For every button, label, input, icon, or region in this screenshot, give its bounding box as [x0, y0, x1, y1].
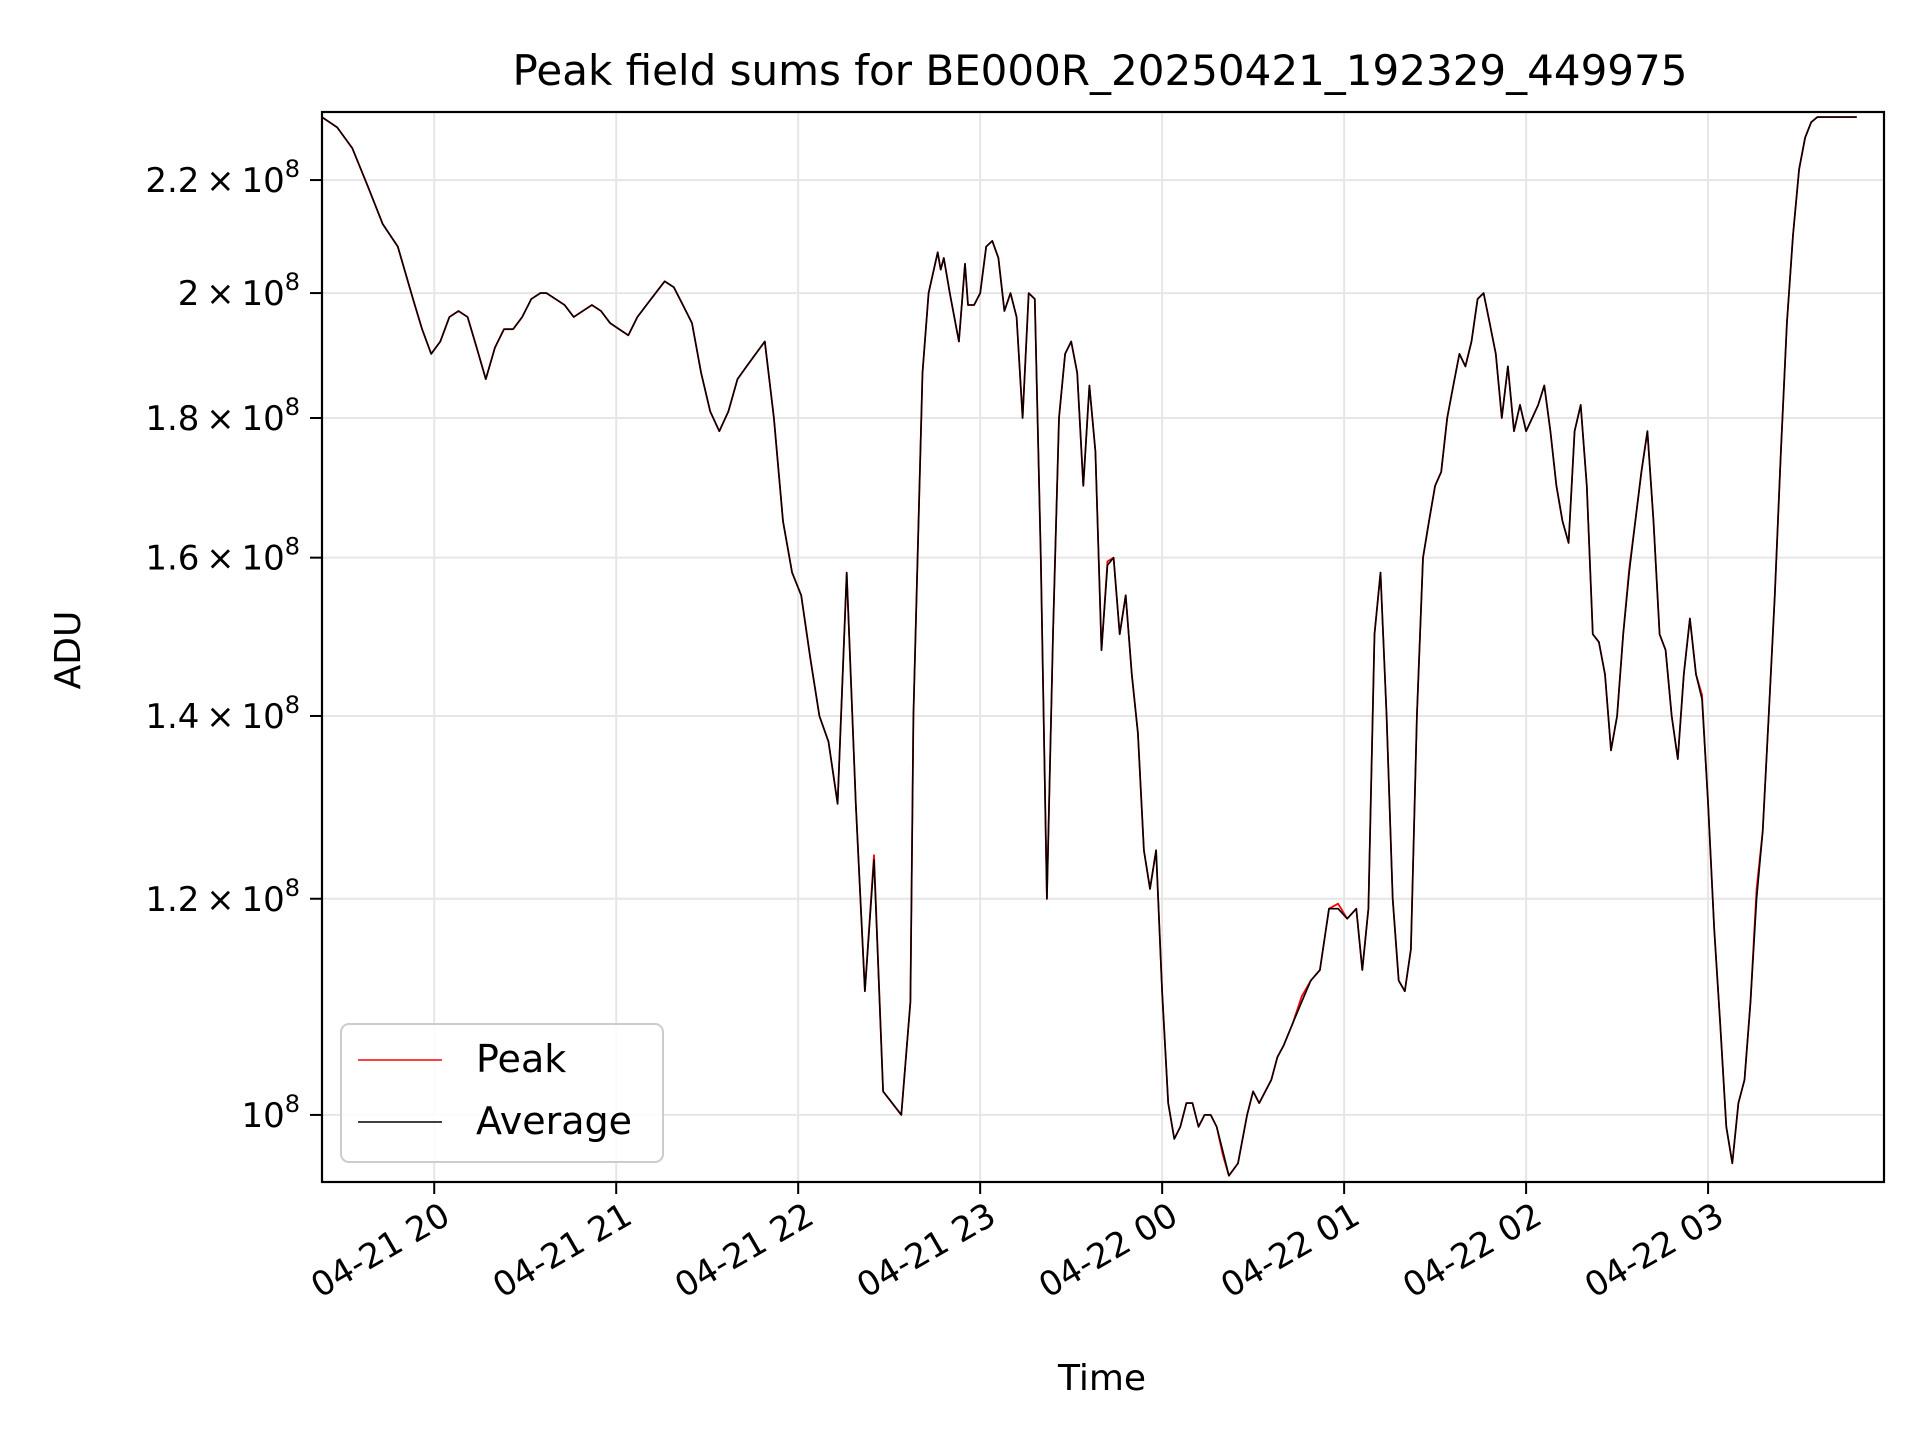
series-line-average	[321, 116, 1857, 1177]
plot-area-frame	[320, 110, 1886, 1184]
y-tick-label: 2 × 108	[178, 268, 300, 314]
y-tick-label: 108	[241, 1090, 300, 1136]
legend: Peak Average	[340, 1023, 664, 1163]
x-axis-label: Time	[1057, 1358, 1146, 1399]
legend-label-peak: Peak	[476, 1037, 566, 1081]
chart-title: Peak field sums for BE000R_20250421_1923…	[513, 46, 1688, 95]
y-tick-label: 1.4 × 108	[145, 691, 300, 737]
y-tick-label: 2.2 × 108	[145, 155, 300, 201]
y-tick-label: 1.2 × 108	[145, 874, 300, 920]
y-tick-label: 1.6 × 108	[145, 533, 300, 579]
y-tick-label: 1.8 × 108	[145, 393, 300, 439]
y-axis-label: ADU	[48, 611, 89, 690]
grid-lines	[322, 112, 1884, 1182]
y-axis-ticks: 108 1.2 × 108 1.4 × 108 1.6 × 108 1.8 × 108 2…	[145, 155, 322, 1136]
legend-label-average: Average	[476, 1099, 632, 1143]
plot-series	[321, 116, 1857, 1177]
legend-box	[340, 1023, 664, 1163]
